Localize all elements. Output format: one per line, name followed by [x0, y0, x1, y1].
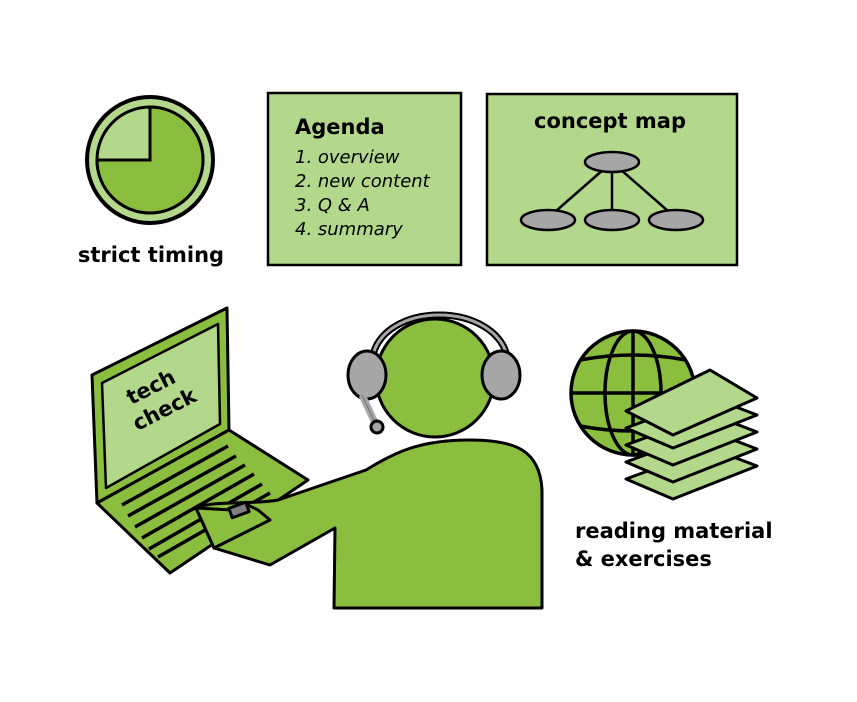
- concept-map-card: concept map: [485, 92, 739, 267]
- clock-icon: [85, 95, 215, 225]
- concept-map-title: concept map: [534, 109, 686, 133]
- timing-label: strict timing: [78, 243, 224, 267]
- person-with-headset-icon: [194, 311, 544, 610]
- reading-label-line: & exercises: [575, 547, 712, 571]
- agenda-item: 3. Q & A: [295, 195, 370, 216]
- agenda-card: Agenda 1. overview 2. new content 3. Q &…: [266, 91, 463, 267]
- reading-label-line: reading material: [575, 519, 773, 543]
- agenda-title: Agenda: [295, 115, 385, 139]
- concept-tree-icon: [519, 150, 705, 232]
- paper-stack-icon: [624, 368, 759, 501]
- agenda-item: 1. overview: [295, 147, 400, 168]
- agenda-item: 4. summary: [295, 219, 403, 240]
- agenda-item: 2. new content: [295, 171, 431, 192]
- laptop-icon: [90, 306, 310, 575]
